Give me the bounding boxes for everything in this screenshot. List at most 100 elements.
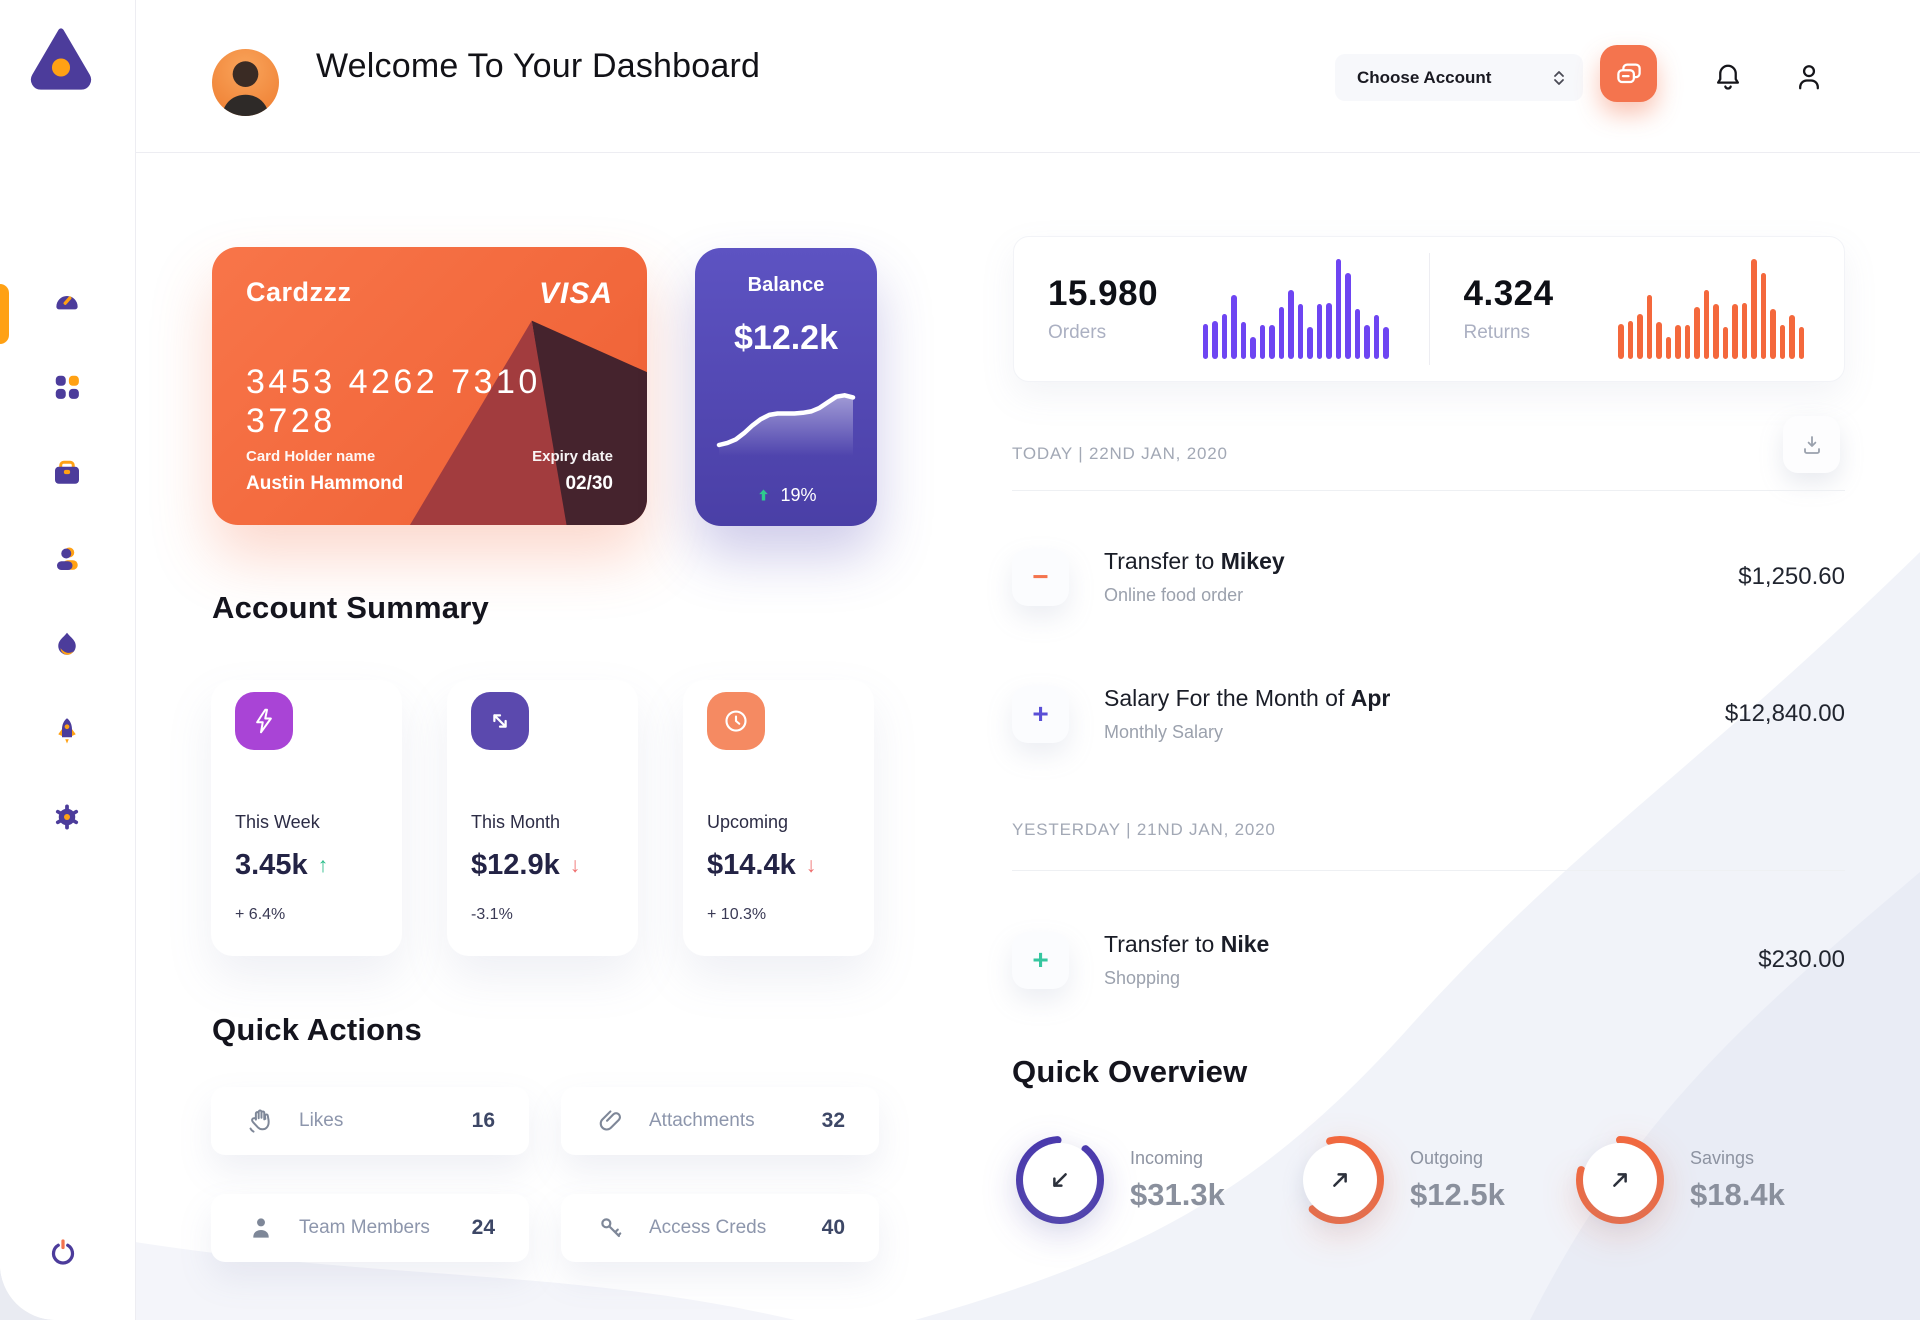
arrow-down-left-icon — [1053, 1173, 1067, 1187]
card-number: 3453 4262 7310 3728 — [246, 363, 541, 440]
page-title: Welcome To Your Dashboard — [316, 47, 761, 85]
sidebar-item-apps[interactable] — [52, 372, 82, 402]
transaction-subtitle: Online food order — [1104, 585, 1244, 605]
returns-label: Returns — [1463, 322, 1531, 343]
person-outline-icon — [1799, 65, 1819, 90]
orders-stat: 15.980 Orders — [1014, 237, 1429, 381]
overview-incoming: Incoming $31.3k — [1012, 1132, 1292, 1228]
summary-value: 3.45k — [235, 849, 308, 881]
notifications-button[interactable] — [1712, 61, 1744, 93]
balance-sparkline — [716, 393, 856, 456]
active-nav-indicator — [0, 284, 9, 344]
incoming-ring — [1012, 1132, 1108, 1228]
summary-trend-arrow: ↑ — [317, 853, 329, 877]
returns-bars — [1618, 259, 1804, 359]
sidebar — [0, 0, 136, 1320]
summary-label: Upcoming — [707, 812, 789, 832]
quick-action-team-members[interactable]: Team Members 24 — [211, 1194, 529, 1262]
quick-overview-row: Incoming $31.3k Outgoing — [1012, 1132, 1852, 1228]
sidebar-item-work[interactable] — [52, 458, 82, 488]
transaction-row[interactable]: + Transfer to Nike Shopping $230.00 — [1012, 920, 1845, 1000]
credit-card: Cardzzz VISA 3453 4262 7310 3728 Card Ho… — [212, 247, 647, 525]
avatar-photo — [221, 61, 270, 116]
overview-savings: Savings $18.4k — [1572, 1132, 1852, 1228]
orders-bars — [1202, 259, 1389, 359]
flame-icon — [58, 632, 76, 655]
member-icon — [253, 1218, 269, 1238]
visa-logo: VISA — [538, 277, 613, 310]
clock-icon — [707, 692, 765, 750]
summary-card-this-month: This Month $12.9k ↓ -3.1% — [447, 680, 638, 956]
savings-ring — [1572, 1132, 1668, 1228]
returns-value: 4.324 — [1463, 274, 1554, 313]
transaction-subtitle: Shopping — [1104, 968, 1181, 988]
overview-label: Outgoing — [1410, 1147, 1484, 1168]
transaction-sign-icon: − — [1012, 548, 1069, 606]
logo-triangle-icon — [30, 28, 92, 90]
balance-trend: 19% — [780, 485, 817, 505]
overview-label: Savings — [1690, 1147, 1755, 1168]
summary-card-this-week: This Week 3.45k ↑ + 6.4% — [211, 680, 402, 956]
quick-action-access-creds[interactable]: Access Creds 40 — [561, 1194, 879, 1262]
balance-card: Balance $12.2k 19% — [695, 248, 877, 526]
quick-action-attachments[interactable]: Attachments 32 — [561, 1087, 879, 1155]
transaction-row[interactable]: + Salary For the Month of Apr Monthly Sa… — [1012, 674, 1845, 754]
overview-label: Incoming — [1130, 1147, 1204, 1168]
choose-account-dropdown[interactable]: Choose Account — [1335, 54, 1583, 101]
summary-label: This Week — [235, 812, 320, 832]
card-holder-name: Austin Hammond — [246, 473, 404, 494]
divider — [1012, 490, 1845, 491]
app-logo[interactable] — [26, 22, 96, 92]
transaction-title: Transfer to Mikey — [1104, 548, 1285, 574]
sidebar-item-settings[interactable] — [52, 802, 82, 832]
quick-action-label: Access Creds — [649, 1217, 767, 1238]
main-content: Cardzzz VISA 3453 4262 7310 3728 Card Ho… — [135, 152, 1920, 1320]
download-icon — [1803, 435, 1820, 454]
gauge-icon — [56, 295, 78, 310]
quick-action-count: 32 — [821, 1109, 845, 1132]
quick-actions-title: Quick Actions — [212, 1012, 422, 1047]
summary-trend-arrow: ↓ — [805, 853, 817, 877]
quick-actions-grid: Likes 16 Attachments 32 Team Members 24 — [211, 1087, 879, 1262]
overview-value: $31.3k — [1130, 1176, 1225, 1212]
quick-action-label: Team Members — [299, 1217, 430, 1238]
quick-action-label: Attachments — [649, 1110, 755, 1131]
profile-button[interactable] — [1793, 61, 1825, 93]
quick-action-label: Likes — [299, 1110, 344, 1131]
paperclip-icon — [599, 1110, 621, 1131]
header: Welcome To Your Dashboard Choose Account — [135, 0, 1920, 153]
summary-trend-arrow: ↓ — [569, 853, 581, 877]
quick-overview-title: Quick Overview — [1012, 1054, 1248, 1089]
balance-value: $12.2k — [734, 319, 838, 357]
transaction-sign-icon: + — [1012, 685, 1069, 743]
sidebar-item-dashboard[interactable] — [52, 286, 82, 316]
transaction-amount: $12,840.00 — [1724, 700, 1845, 727]
summary-label: This Month — [471, 812, 561, 832]
divider — [1012, 870, 1845, 871]
user-icon — [57, 547, 78, 570]
sidebar-item-launch[interactable] — [52, 716, 82, 746]
summary-value: $14.4k — [707, 849, 796, 881]
outgoing-ring — [1292, 1132, 1388, 1228]
choose-account-label: Choose Account — [1357, 67, 1492, 87]
overview-value: $12.5k — [1410, 1176, 1505, 1212]
sidebar-item-activity[interactable] — [52, 630, 82, 660]
card-holder-label: Card Holder name — [246, 448, 376, 465]
download-button[interactable] — [1783, 416, 1840, 473]
user-avatar[interactable] — [212, 49, 279, 116]
summary-value: $12.9k — [471, 849, 560, 881]
account-summary-title: Account Summary — [212, 590, 489, 625]
account-summary-cards: This Week 3.45k ↑ + 6.4% This Month $12.… — [211, 680, 874, 956]
transaction-amount: $230.00 — [1758, 946, 1845, 973]
arrow-up-right-icon — [1333, 1173, 1347, 1187]
messages-button[interactable] — [1600, 45, 1657, 102]
yesterday-group-label: YESTERDAY | 21ND JAN, 2020 — [1012, 820, 1276, 839]
balance-label: Balance — [747, 274, 825, 296]
sidebar-item-clients[interactable] — [52, 544, 82, 574]
transaction-row[interactable]: − Transfer to Mikey Online food order $1… — [1012, 537, 1845, 617]
summary-change: + 6.4% — [235, 906, 286, 923]
sidebar-item-logout[interactable] — [48, 1238, 78, 1268]
expiry-date: 02/30 — [565, 473, 613, 494]
quick-action-likes[interactable]: Likes 16 — [211, 1087, 529, 1155]
lightning-icon — [235, 692, 293, 750]
